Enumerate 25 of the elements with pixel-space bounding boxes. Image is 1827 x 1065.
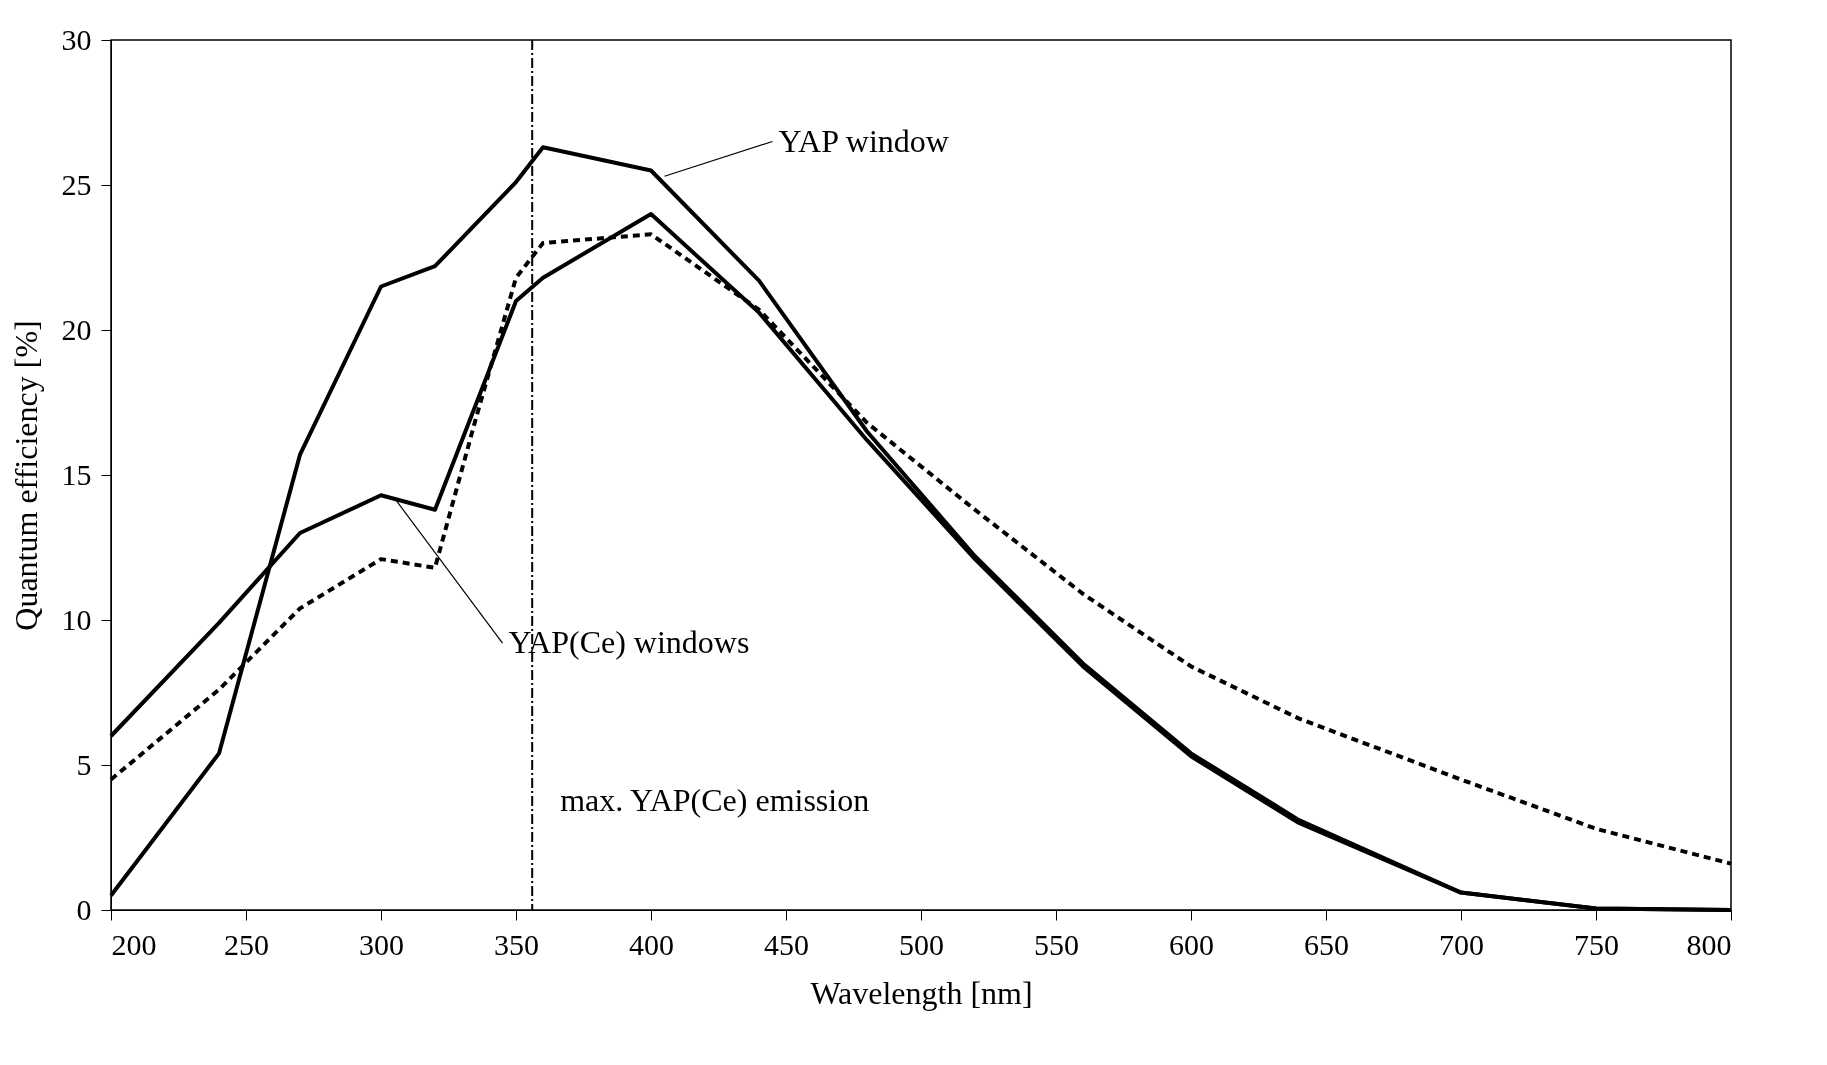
ref-line-label: max. YAP(Ce) emission <box>560 782 870 819</box>
y-axis-title: Quantum efficiency [%] <box>7 320 44 631</box>
x-tick-label: 400 <box>629 927 674 961</box>
x-tick-label: 300 <box>359 927 404 961</box>
y-tick-label: 5 <box>76 747 92 781</box>
y-tick-label: 10 <box>61 602 92 636</box>
y-tick-label: 30 <box>61 22 92 56</box>
annotation: YAP window <box>778 122 949 159</box>
x-tick-label: 200 <box>111 927 157 961</box>
annotation: YAP(Ce) windows <box>508 624 750 661</box>
y-tick-label: 25 <box>61 167 92 201</box>
x-tick-label: 800 <box>1686 927 1732 961</box>
x-tick-label: 550 <box>1034 927 1079 961</box>
x-tick-label: 500 <box>899 927 944 961</box>
x-tick-label: 700 <box>1439 927 1484 961</box>
x-tick-label: 450 <box>764 927 809 961</box>
y-tick-label: 15 <box>61 457 92 491</box>
x-axis-title: Wavelength [nm] <box>810 974 1033 1011</box>
x-tick-label: 350 <box>494 927 539 961</box>
x-tick-label: 750 <box>1574 927 1619 961</box>
y-tick-label: 0 <box>76 892 92 926</box>
y-tick-label: 20 <box>61 312 92 346</box>
x-tick-label: 650 <box>1304 927 1349 961</box>
x-tick-label: 600 <box>1169 927 1214 961</box>
x-tick-label: 250 <box>224 927 269 961</box>
